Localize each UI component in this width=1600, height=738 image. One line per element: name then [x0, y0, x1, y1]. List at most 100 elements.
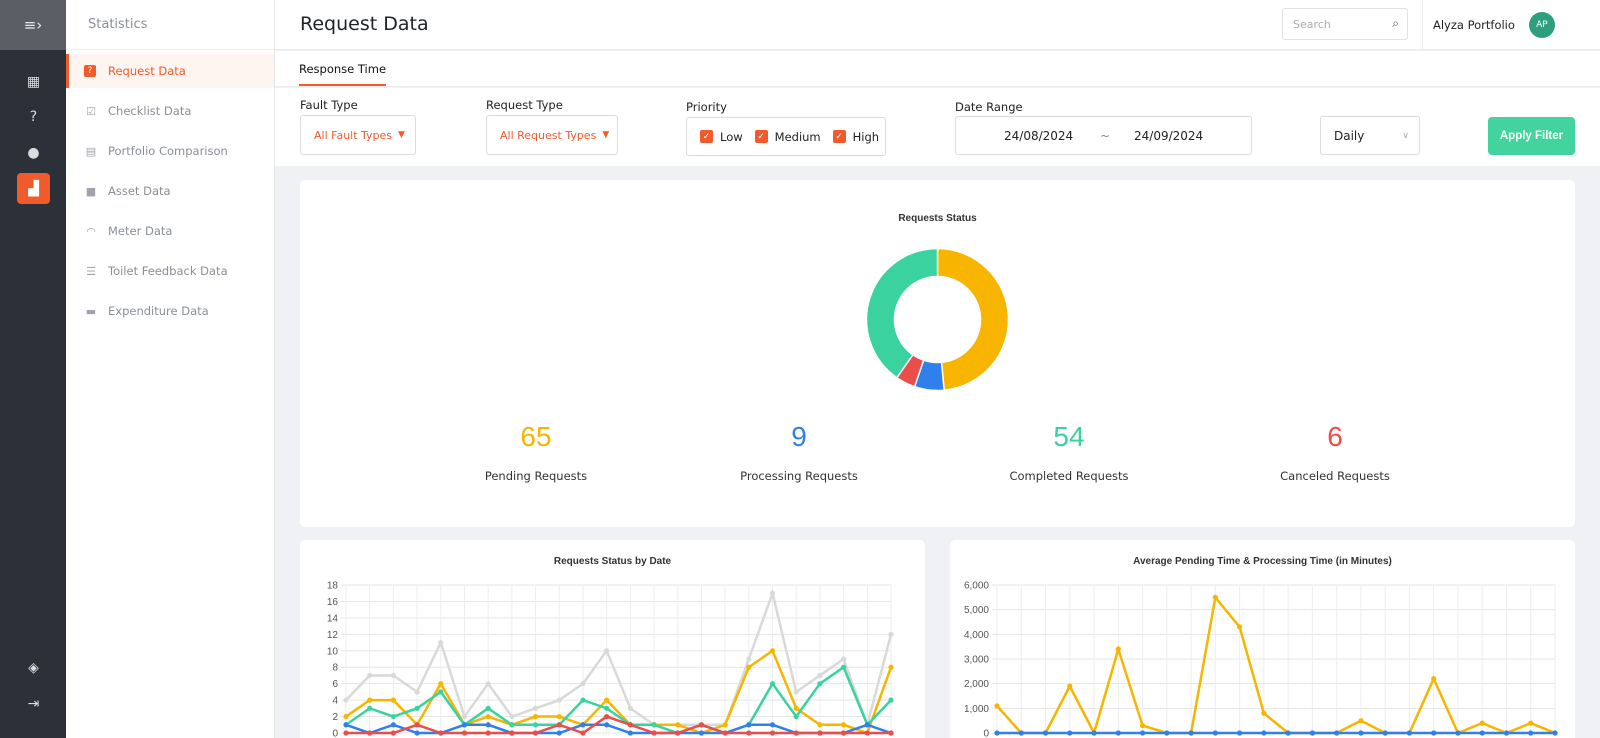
sidebar-item-portfolio-comparison[interactable]: ▤ Portfolio Comparison: [66, 134, 274, 168]
data-point[interactable]: [485, 730, 491, 736]
data-point[interactable]: [793, 705, 799, 711]
data-point[interactable]: [1358, 718, 1364, 724]
data-point[interactable]: [390, 730, 396, 736]
data-point[interactable]: [627, 722, 633, 728]
data-point[interactable]: [746, 664, 752, 670]
data-point[interactable]: [604, 722, 610, 728]
data-point[interactable]: [698, 722, 705, 728]
data-point[interactable]: [556, 722, 562, 728]
sidebar-item-checklist-data[interactable]: ☑ Checklist Data: [66, 94, 274, 128]
data-point[interactable]: [698, 730, 705, 736]
data-point[interactable]: [367, 672, 373, 679]
data-point[interactable]: [769, 730, 776, 736]
data-point[interactable]: [841, 656, 847, 662]
data-point[interactable]: [485, 705, 491, 711]
sidebar-item-asset-data[interactable]: ■ Asset Data: [66, 174, 274, 208]
data-point[interactable]: [580, 730, 586, 736]
data-point[interactable]: [1188, 730, 1194, 736]
data-point[interactable]: [817, 730, 823, 736]
data-point[interactable]: [461, 722, 468, 728]
data-point[interactable]: [1018, 730, 1024, 736]
data-point[interactable]: [367, 730, 373, 736]
data-point[interactable]: [1503, 730, 1510, 736]
data-point[interactable]: [1552, 730, 1558, 736]
data-point[interactable]: [1261, 710, 1267, 716]
data-point[interactable]: [438, 681, 444, 687]
data-point[interactable]: [1528, 730, 1534, 736]
data-point[interactable]: [1115, 646, 1121, 652]
interval-select[interactable]: Daily ∨: [1320, 116, 1420, 155]
data-point[interactable]: [1479, 720, 1485, 726]
data-point[interactable]: [888, 631, 894, 637]
data-point[interactable]: [485, 681, 491, 687]
data-point[interactable]: [1237, 624, 1243, 630]
data-point[interactable]: [1285, 730, 1291, 736]
data-point[interactable]: [343, 697, 349, 703]
data-point[interactable]: [841, 730, 847, 736]
data-point[interactable]: [580, 697, 586, 703]
data-point[interactable]: [604, 648, 610, 654]
data-point[interactable]: [1309, 730, 1315, 736]
sidebar-item-expenditure-data[interactable]: ▬ Expenditure Data: [66, 294, 274, 328]
date-range-picker[interactable]: 24/08/2024 ~ 24/09/2024: [955, 116, 1252, 155]
data-point[interactable]: [1334, 730, 1340, 736]
data-point[interactable]: [367, 705, 373, 711]
data-point[interactable]: [343, 713, 349, 720]
data-point[interactable]: [651, 730, 657, 736]
data-point[interactable]: [604, 697, 610, 703]
data-point[interactable]: [343, 722, 349, 728]
data-point[interactable]: [1431, 676, 1437, 682]
statistics-icon[interactable]: ▟: [17, 173, 50, 204]
data-point[interactable]: [414, 730, 420, 736]
data-point[interactable]: [1067, 683, 1073, 689]
data-point[interactable]: [994, 703, 1000, 709]
data-point[interactable]: [817, 681, 823, 687]
data-point[interactable]: [769, 648, 776, 654]
data-point[interactable]: [461, 713, 468, 720]
data-point[interactable]: [746, 722, 752, 728]
data-point[interactable]: [1455, 730, 1461, 736]
fault-type-select[interactable]: All Fault Types ▼: [300, 115, 416, 155]
data-point[interactable]: [1212, 594, 1218, 600]
data-point[interactable]: [1067, 730, 1073, 736]
data-point[interactable]: [509, 713, 515, 720]
data-point[interactable]: [532, 722, 539, 728]
data-point[interactable]: [769, 681, 776, 687]
data-point[interactable]: [722, 730, 728, 736]
data-point[interactable]: [888, 697, 894, 703]
data-point[interactable]: [532, 705, 539, 711]
data-point[interactable]: [532, 730, 539, 736]
data-point[interactable]: [675, 722, 681, 728]
data-point[interactable]: [1042, 730, 1049, 736]
data-point[interactable]: [580, 681, 586, 687]
data-point[interactable]: [1164, 730, 1170, 736]
data-point[interactable]: [817, 722, 823, 728]
data-point[interactable]: [1479, 730, 1485, 736]
data-point[interactable]: [888, 730, 894, 736]
data-point[interactable]: [841, 722, 847, 728]
data-point[interactable]: [390, 713, 396, 720]
data-point[interactable]: [532, 713, 539, 720]
search-icon[interactable]: ⌕: [1392, 16, 1399, 30]
data-point[interactable]: [793, 713, 799, 720]
data-point[interactable]: [390, 722, 396, 728]
data-point[interactable]: [461, 730, 468, 736]
question-icon[interactable]: ?: [29, 108, 38, 125]
data-point[interactable]: [817, 672, 823, 679]
data-point[interactable]: [841, 664, 847, 670]
data-point[interactable]: [509, 722, 515, 728]
user-menu[interactable]: Alyza Portfolio AP: [1422, 0, 1555, 50]
package-icon[interactable]: ◈: [28, 659, 39, 676]
data-point[interactable]: [1406, 730, 1413, 736]
data-point[interactable]: [556, 697, 562, 703]
request-type-select[interactable]: All Request Types ▼: [486, 115, 618, 155]
data-point[interactable]: [888, 664, 894, 670]
data-point[interactable]: [390, 672, 396, 679]
data-point[interactable]: [438, 639, 444, 646]
priority-medium-checkbox[interactable]: ✓ Medium: [754, 130, 821, 144]
data-point[interactable]: [722, 722, 728, 728]
data-point[interactable]: [1139, 723, 1146, 729]
data-point[interactable]: [580, 722, 586, 728]
data-point[interactable]: [1261, 730, 1267, 736]
user-icon[interactable]: ●: [27, 144, 40, 161]
